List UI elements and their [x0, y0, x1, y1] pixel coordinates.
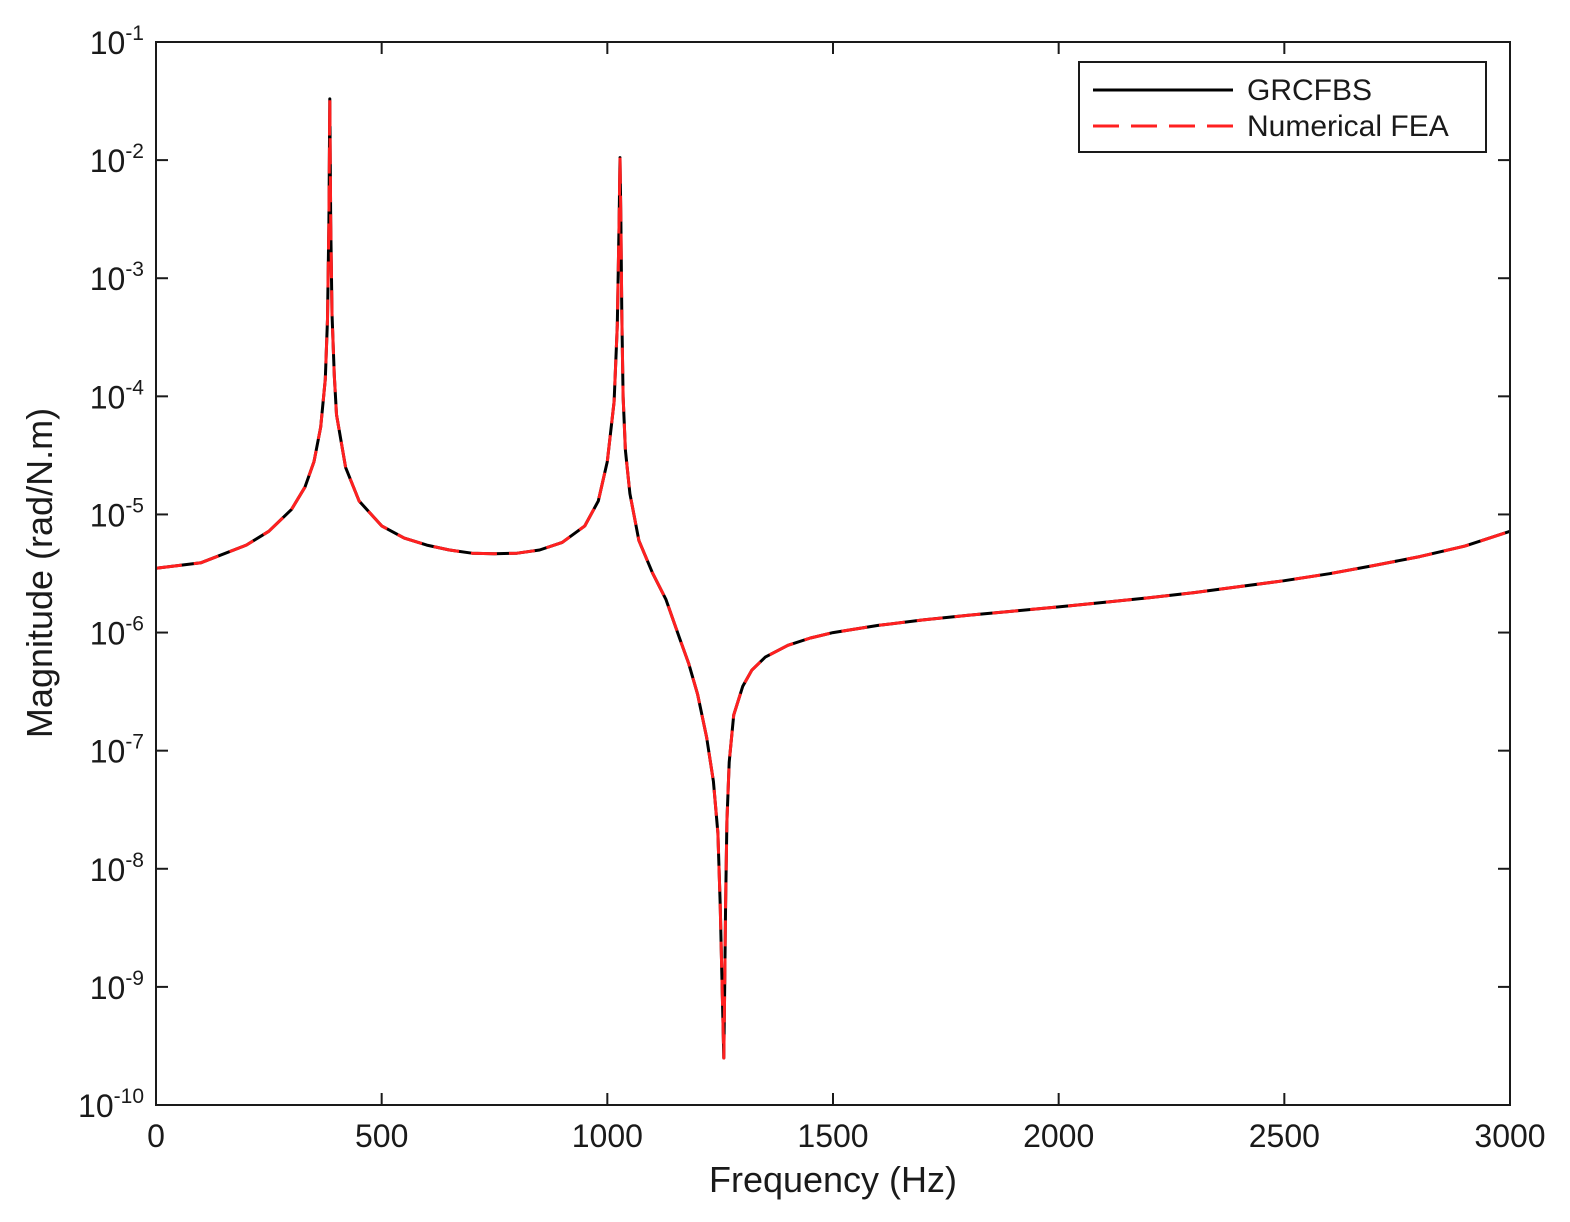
y-tick-label: 10-10 [78, 1085, 144, 1124]
legend: GRCFBS Numerical FEA [1078, 61, 1487, 153]
y-tick-label: 10-2 [90, 140, 144, 179]
y-axis: 10-10 10-9 10-8 10-7 10-6 10-5 10-4 10-3 10-2 10-… [78, 22, 1510, 1124]
x-tick-label: 0 [147, 1118, 165, 1154]
x-tick-label: 1500 [797, 1118, 868, 1154]
x-tick-label: 1000 [572, 1118, 643, 1154]
series-line-numerical-fea [155, 97, 1511, 1060]
legend-box [1078, 61, 1487, 153]
x-tick-label: 500 [355, 1118, 408, 1154]
x-axis-title: Frequency (Hz) [709, 1159, 957, 1200]
y-tick-label: 10-3 [90, 258, 144, 297]
x-axis: 0 500 1000 1500 2000 2500 3000 [147, 42, 1546, 1154]
y-tick-label: 10-9 [90, 967, 144, 1006]
series-layer [155, 97, 1511, 1060]
legend-label-numerical-fea: Numerical FEA [1247, 110, 1449, 143]
x-tick-label: 3000 [1474, 1118, 1545, 1154]
x-tick-label: 2500 [1249, 1118, 1320, 1154]
y-tick-label: 10-6 [90, 613, 144, 652]
x-tick-label: 2000 [1023, 1118, 1094, 1154]
y-tick-label: 10-1 [90, 22, 144, 61]
y-tick-label: 10-4 [90, 376, 145, 415]
y-tick-label: 10-7 [90, 731, 144, 770]
legend-label-grcfbs: GRCFBS [1247, 74, 1372, 107]
y-tick-label: 10-8 [90, 849, 144, 888]
y-axis-title: Magnitude (rad/N.m) [19, 408, 60, 738]
y-tick-label: 10-5 [90, 494, 144, 533]
